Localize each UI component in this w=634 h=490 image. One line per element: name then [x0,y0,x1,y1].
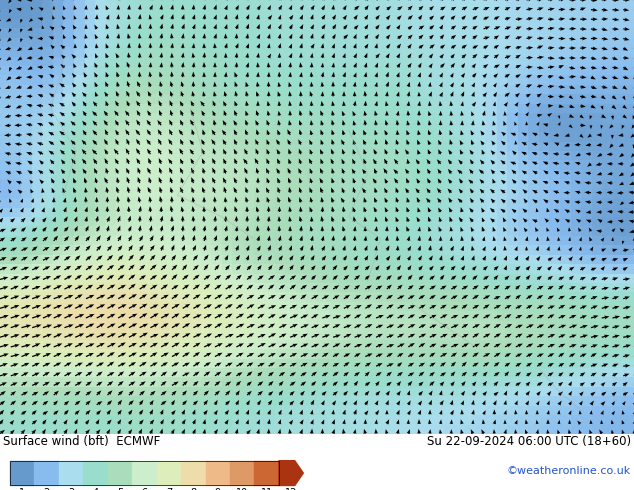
Text: 11: 11 [261,488,273,490]
Bar [59,461,83,486]
Bar [205,461,230,486]
Text: 10: 10 [236,488,249,490]
Text: 7: 7 [165,488,172,490]
Text: 2: 2 [44,488,49,490]
Text: 9: 9 [215,488,221,490]
Text: 5: 5 [117,488,123,490]
Bar [254,461,279,486]
Bar [230,461,254,486]
Text: 8: 8 [190,488,197,490]
Bar [10,461,279,486]
Text: 6: 6 [141,488,148,490]
Bar [132,461,157,486]
Bar [181,461,205,486]
Text: Surface wind (bft)  ECMWF: Surface wind (bft) ECMWF [3,435,160,448]
Text: 4: 4 [93,488,98,490]
Text: 12: 12 [285,488,297,490]
Text: 1: 1 [19,488,25,490]
Bar [157,461,181,486]
Bar [108,461,132,486]
Bar [34,461,59,486]
Polygon shape [279,461,303,486]
Text: Su 22-09-2024 06:00 UTC (18+60): Su 22-09-2024 06:00 UTC (18+60) [427,435,631,448]
Bar [83,461,108,486]
Text: ©weatheronline.co.uk: ©weatheronline.co.uk [507,466,631,476]
Text: 3: 3 [68,488,74,490]
Bar [10,461,34,486]
